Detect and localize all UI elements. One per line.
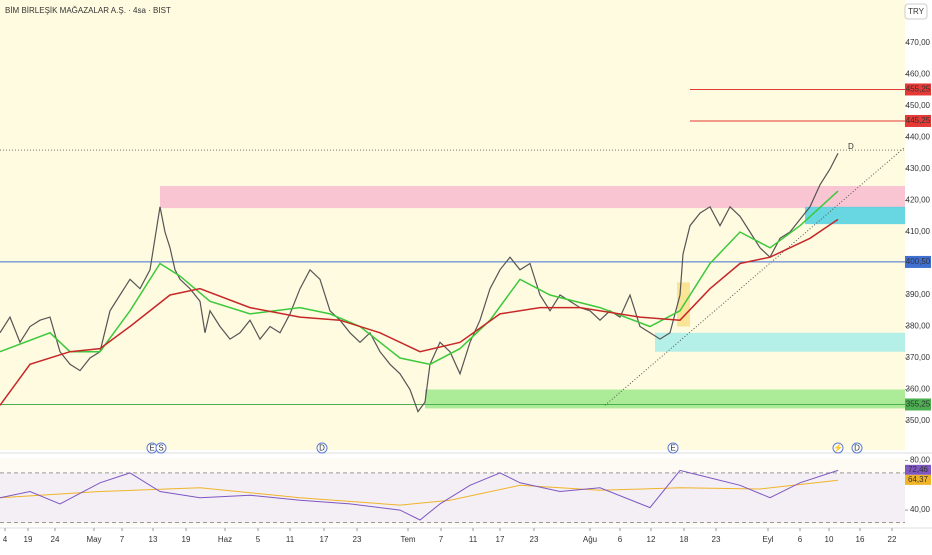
x-tick-label: 11: [286, 535, 295, 544]
rsi-line: [0, 469, 839, 521]
series-line: [0, 153, 839, 413]
x-tick-label: Tem: [400, 535, 415, 544]
y-tick-label: 370,00: [906, 353, 931, 362]
x-tick-label: 22: [888, 535, 897, 544]
series-line: [0, 218, 839, 406]
x-tick-label: 23: [712, 535, 721, 544]
rsi-badge: [905, 464, 931, 475]
event-icon: [155, 442, 167, 454]
event-label: D: [319, 444, 325, 453]
x-tick-label: 10: [825, 535, 834, 544]
x-tick-label: 17: [320, 535, 329, 544]
event-label: ⚡: [833, 443, 843, 453]
x-tick-label: 7: [120, 535, 125, 544]
level-label: 400,50: [906, 257, 931, 266]
event-label: E: [149, 444, 154, 453]
level-badge: [905, 398, 931, 411]
rsi-badge: [905, 474, 931, 485]
x-tick-label: 17: [496, 535, 505, 544]
x-tick-label: 4: [3, 535, 8, 544]
event-label: D: [854, 444, 860, 453]
title: BİM BİRLEŞİK MAĞAZALAR A.Ş. · 4sa · BIST: [5, 6, 171, 15]
x-tick-label: 13: [149, 535, 158, 544]
currency[interactable]: TRY: [908, 7, 925, 16]
x-tick-label: May: [86, 535, 101, 544]
x-tick-label: 6: [798, 535, 803, 544]
y-tick-label: 350,00: [906, 416, 931, 425]
rsi-tick-label: 40,00: [910, 505, 931, 514]
x-tick-label: Haz: [218, 535, 232, 544]
y-tick-label: 450,00: [906, 101, 931, 110]
x-tick-label: 23: [353, 535, 362, 544]
rsi-badge-label: 64,37: [908, 475, 929, 484]
currency-button[interactable]: [904, 3, 928, 20]
rsi-tick-label: 80,00: [910, 456, 931, 465]
flag-label: D: [848, 142, 854, 151]
zone: [805, 206, 905, 225]
level-badge: [905, 114, 931, 127]
x-tick-label: 11: [469, 535, 478, 544]
y-tick-label: 430,00: [906, 164, 931, 173]
x-tick-label: 5: [256, 535, 261, 544]
y-tick-label: 390,00: [906, 290, 931, 299]
x-tick-label: Eyl: [762, 535, 773, 544]
x-tick-label: 23: [530, 535, 539, 544]
y-tick-label: 380,00: [906, 322, 931, 331]
plot-bg: [0, 0, 905, 450]
x-tick-label: 6: [618, 535, 623, 544]
y-tick-label: 470,00: [906, 38, 931, 47]
zone: [655, 332, 905, 352]
x-tick-label: 24: [51, 535, 60, 544]
event-icon: [316, 442, 328, 454]
event-icon: [667, 442, 679, 454]
rsi-ma: [0, 479, 839, 506]
level-label: 455,25: [906, 85, 931, 94]
x-tick-label: 18: [680, 535, 689, 544]
event-icon: [851, 442, 863, 454]
zone: [160, 186, 905, 209]
y-tick-label: 420,00: [906, 196, 931, 205]
level-badge: [905, 83, 931, 96]
level-label: 355,25: [906, 400, 931, 409]
x-tick-label: 19: [24, 535, 33, 544]
y-tick-label: 440,00: [906, 133, 931, 142]
level-label: 445,25: [906, 116, 931, 125]
event-label: S: [158, 444, 163, 453]
event-label: E: [670, 444, 675, 453]
y-tick-label: 410,00: [906, 227, 931, 236]
series-line: [0, 190, 839, 366]
y-tick-label: 360,00: [906, 385, 931, 394]
zone: [425, 389, 905, 409]
x-tick-label: 16: [856, 535, 865, 544]
level-badge: [905, 255, 931, 268]
x-tick-label: Ağu: [583, 535, 597, 544]
rsi-band: [0, 472, 905, 523]
x-tick-label: 7: [439, 535, 444, 544]
x-tick-label: 12: [647, 535, 656, 544]
x-tick-label: 19: [182, 535, 191, 544]
rsi-badge-label: 72,46: [908, 465, 929, 474]
event-icon: [832, 442, 844, 454]
y-tick-label: 460,00: [906, 70, 931, 79]
